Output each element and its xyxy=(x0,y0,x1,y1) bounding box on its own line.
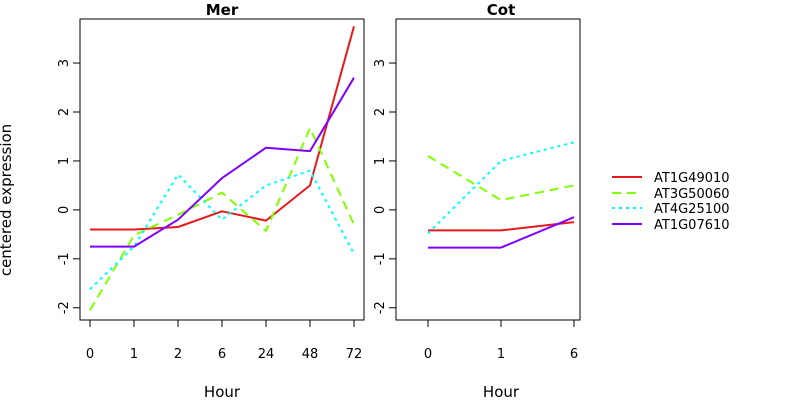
legend-label: AT1G49010 xyxy=(654,171,730,186)
x-tick-label: 2 xyxy=(174,347,182,362)
x-axis-title: Hour xyxy=(204,383,241,400)
y-tick-label: 3 xyxy=(57,59,72,67)
x-tick-label: 0 xyxy=(86,347,94,362)
series-line-at1g07610 xyxy=(90,77,355,248)
y-tick-label: -1 xyxy=(373,252,388,265)
plot-frame xyxy=(79,18,365,321)
y-axis: -2 -1 0 1 2 3 xyxy=(373,59,396,314)
legend-label: AT3G50060 xyxy=(654,187,730,202)
legend-label: AT1G07610 xyxy=(654,218,730,233)
legend: AT1G49010 AT3G50060 AT4G25100 AT1G07610 xyxy=(612,171,730,233)
y-tick-label: 2 xyxy=(57,108,72,116)
series-line-at1g07610 xyxy=(428,216,575,249)
x-tick-label: 24 xyxy=(258,347,275,362)
series-line-at1g49010 xyxy=(428,221,575,232)
series-line-at3g50060 xyxy=(427,155,575,202)
series-lines xyxy=(89,26,355,311)
x-tick-label: 48 xyxy=(302,347,319,362)
legend-item: AT1G07610 xyxy=(612,218,730,233)
y-axis-title: centered expression xyxy=(0,124,15,276)
series-line-at3g50060 xyxy=(89,127,355,311)
x-tick-label: 0 xyxy=(424,347,432,362)
x-axis-title: Hour xyxy=(483,383,520,400)
legend-item: AT4G25100 xyxy=(612,202,730,217)
panel-title: Mer xyxy=(206,1,239,19)
legend-label: AT4G25100 xyxy=(654,202,730,217)
panel-mer: Mer Hour -2 -1 0 1 2 3 0 1 2 6 24 48 72 xyxy=(57,1,365,400)
y-axis: -2 -1 0 1 2 3 xyxy=(57,59,80,314)
y-tick-label: 0 xyxy=(57,206,72,214)
x-tick-label: 6 xyxy=(218,347,226,362)
series-line-at4g25100 xyxy=(89,169,355,290)
x-axis: 0 1 2 6 24 48 72 xyxy=(86,320,362,362)
panel-title: Cot xyxy=(487,1,515,19)
y-tick-label: 1 xyxy=(57,157,72,165)
y-tick-label: -2 xyxy=(373,301,388,314)
x-tick-label: 72 xyxy=(346,347,363,362)
series-line-at1g49010 xyxy=(90,26,355,231)
series-line-at4g25100 xyxy=(427,141,575,235)
y-tick-label: 3 xyxy=(373,59,388,67)
legend-item: AT3G50060 xyxy=(612,187,730,202)
y-tick-label: -1 xyxy=(57,252,72,265)
x-tick-label: 1 xyxy=(130,347,138,362)
y-tick-label: 0 xyxy=(373,206,388,214)
y-tick-label: 1 xyxy=(373,157,388,165)
x-tick-label: 6 xyxy=(570,347,578,362)
y-tick-label: -2 xyxy=(57,301,72,314)
series-lines xyxy=(427,141,575,249)
legend-item: AT1G49010 xyxy=(612,171,730,186)
x-tick-label: 1 xyxy=(497,347,505,362)
y-tick-label: 2 xyxy=(373,108,388,116)
x-axis: 0 1 6 xyxy=(424,320,578,362)
panel-cot: Cot Hour -2 -1 0 1 2 3 0 1 6 xyxy=(373,1,581,400)
plot-frame xyxy=(395,18,581,321)
